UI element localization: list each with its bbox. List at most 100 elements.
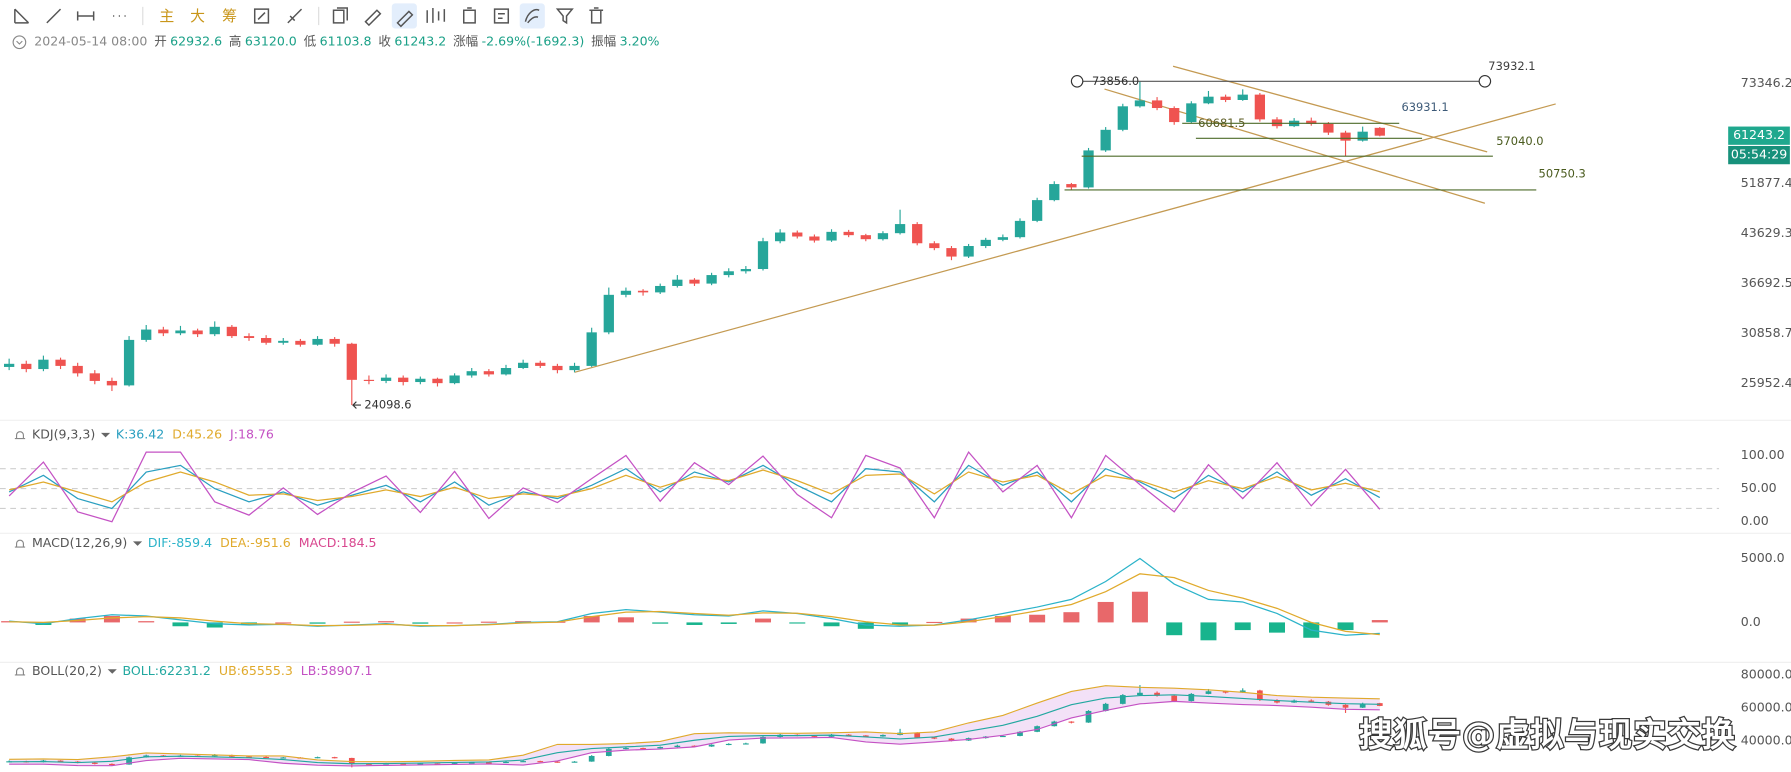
indicator-line	[8, 464, 1381, 510]
candle-body	[211, 754, 218, 757]
legend-entry: LB:58907.1	[301, 663, 373, 678]
candle-body	[1083, 150, 1094, 188]
macd-bar	[309, 622, 326, 624]
indicator-line	[9, 573, 1380, 636]
info-value: 3.20%	[620, 34, 660, 49]
candle-body	[280, 757, 287, 759]
toolbar: 主 大 筹	[14, 3, 604, 29]
candle-body	[109, 763, 115, 766]
candle-body	[175, 330, 186, 334]
tool-icon[interactable]	[396, 10, 414, 28]
candle-body	[1100, 129, 1111, 151]
level-handle	[1070, 75, 1084, 88]
candle-body	[1376, 703, 1383, 706]
macd-bar	[1234, 622, 1251, 631]
candle-body	[226, 326, 238, 337]
indicator-title: BOLL(20,2)	[32, 663, 102, 678]
candle-body	[912, 224, 923, 244]
macd-bar	[103, 616, 120, 623]
dropdown-arrow	[107, 669, 117, 674]
candle-body	[106, 380, 118, 386]
macd-bar	[892, 622, 909, 625]
macd-bar	[823, 622, 840, 627]
candle-body	[312, 338, 323, 345]
candle-body	[845, 734, 852, 736]
candle-body	[725, 743, 732, 746]
dropdown-arrow	[132, 541, 143, 546]
candle-body	[246, 756, 252, 758]
tool-icon[interactable]	[426, 7, 446, 23]
tool-icon[interactable]	[589, 7, 604, 24]
candle-body	[569, 365, 580, 371]
tool-icon[interactable]	[462, 7, 476, 24]
candle-body	[1137, 692, 1143, 696]
dropdown-arrow	[101, 432, 111, 438]
candle-body	[1171, 695, 1178, 702]
candle-body	[655, 285, 666, 293]
macd-bar	[446, 622, 463, 624]
y-tick-label: 73346.2	[1741, 75, 1791, 90]
indicator-title: MACD(12,26,9)	[32, 535, 127, 550]
tool-icon[interactable]	[14, 8, 30, 24]
trend-line[interactable]	[1104, 88, 1486, 204]
candle-body	[674, 745, 681, 748]
candle-body	[1134, 100, 1146, 107]
macd-bar	[755, 618, 771, 623]
candle-body	[657, 747, 664, 749]
info-label: 高	[229, 34, 242, 49]
macd-bar	[926, 621, 943, 624]
macd-bar	[480, 621, 497, 623]
candle-body	[605, 748, 612, 756]
candle-body	[243, 336, 255, 338]
alert-icon	[14, 667, 26, 676]
tool-icon[interactable]	[287, 8, 303, 24]
legend-entry: J:18.76	[229, 427, 274, 442]
candle-body	[486, 762, 492, 764]
tool-button[interactable]: 大	[190, 8, 205, 25]
trend-line[interactable]	[1172, 65, 1488, 153]
trend-lines	[574, 65, 1556, 373]
candle-body	[348, 757, 355, 764]
macd-bar	[343, 621, 360, 623]
candle-body	[1014, 220, 1026, 238]
y-tick-label: 43629.3	[1741, 225, 1791, 240]
candle-body	[637, 290, 649, 293]
trend-line[interactable]	[574, 103, 1556, 373]
price-badge-text: 61243.2	[1733, 127, 1785, 142]
tool-icon[interactable]	[555, 8, 574, 25]
info-time: 2024-05-14 08:00	[34, 34, 147, 49]
tool-button[interactable]: 主	[159, 8, 174, 25]
candle-body	[603, 294, 614, 333]
candle-body	[1342, 704, 1349, 708]
candle-body	[192, 330, 203, 335]
candle-body	[89, 373, 100, 381]
y-tick-label: 40000.0	[1741, 733, 1791, 748]
candle-body	[466, 371, 477, 376]
candle-body	[432, 378, 443, 384]
price-level-label: 60681.5	[1198, 116, 1245, 130]
candle-body	[380, 377, 392, 381]
y-tick-label: 60000.0	[1741, 699, 1791, 714]
tool-icon[interactable]	[76, 11, 95, 21]
candle-body	[331, 757, 338, 759]
collapse-icon[interactable]	[12, 35, 27, 50]
legend-entry: K:36.42	[116, 427, 164, 442]
macd-bar	[138, 621, 155, 623]
alert-icon	[14, 539, 26, 548]
candle-body	[743, 743, 749, 745]
tool-icon[interactable]	[46, 8, 62, 24]
y-tick-label: 0.0	[1741, 614, 1761, 629]
tool-button[interactable]: 筹	[222, 8, 237, 25]
tool-icon[interactable]	[493, 8, 510, 24]
candle-body	[1220, 96, 1231, 100]
collapse-icon	[16, 40, 23, 45]
tool-icon[interactable]	[332, 7, 348, 24]
tool-icon[interactable]	[524, 8, 540, 24]
tool-icon[interactable]	[364, 9, 382, 27]
candle-body	[1085, 710, 1092, 723]
candle-body	[500, 368, 512, 375]
tool-icon[interactable]	[253, 8, 270, 24]
candle-body	[862, 735, 869, 737]
candle-body	[774, 232, 786, 242]
candle-body	[1257, 690, 1263, 701]
